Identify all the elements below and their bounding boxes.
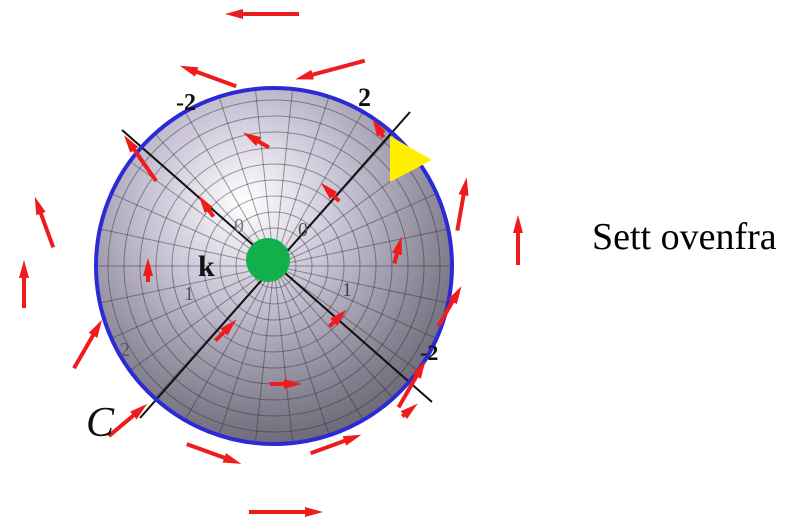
field-arrow [513,215,523,265]
grid-spoke [273,228,449,267]
inner-tick-0a: 0 [234,215,244,237]
tick-label-top-left: -2 [176,90,196,116]
field-arrow [107,403,148,438]
grid-spoke [273,265,364,421]
grid-ring [171,163,377,369]
field-arrow [436,286,462,327]
grid-spoke [273,96,330,267]
curve-label-c: C [86,400,115,446]
field-arrow [198,195,216,218]
field-arrow [455,177,469,231]
inner-tick-1b: 1 [342,279,352,301]
grid-spoke [129,265,275,372]
view-caption: Sett ovenfra [592,216,777,258]
grid-spoke [99,265,275,304]
grid-spoke [273,265,330,436]
surface-grid [96,88,452,444]
inner-tick-1a: 1 [184,283,194,305]
field-arrow [19,260,29,308]
field-arrow [179,65,237,89]
grid-ring [139,131,409,401]
field-arrow [400,403,418,419]
field-arrow [328,309,347,328]
curve-c-rim [94,86,454,446]
grid-ring [123,115,425,417]
grid-ring [107,99,441,433]
yellow-triangle-icon [390,136,432,182]
grid-spoke [273,111,364,267]
grid-spoke [273,265,437,339]
center-label-k: k [198,250,215,283]
grid-spoke [273,88,294,267]
grid-spoke [218,96,275,267]
field-arrow [243,132,270,150]
grid-ring [203,195,345,337]
field-arrow [270,379,302,389]
grid-spoke [254,88,275,267]
field-arrow [34,196,56,249]
field-arrow [143,258,153,282]
grid-spoke [184,265,275,421]
field-arrow [309,434,362,456]
field-arrow [249,507,323,517]
field-arrow [123,135,158,183]
field-arrow [213,319,237,343]
field-arrow [392,236,402,265]
inner-tick-0b: 0 [298,219,308,241]
grid-ring [187,179,361,353]
field-arrow [295,58,366,80]
grid-spoke [111,265,275,339]
grid-spoke [273,265,394,399]
grid-spoke [273,265,294,444]
field-arrow [186,442,242,464]
field-arrow [372,118,386,139]
field-arrow [225,9,299,19]
tick-label-bottom-right: -2 [420,340,438,365]
grid-spoke [273,265,449,304]
grid-spoke [273,193,437,267]
grid-spoke [254,265,275,444]
grid-ring [219,211,329,321]
green-dot-icon [246,238,290,282]
grid-spoke [99,228,275,267]
grid-ring [235,227,313,305]
field-arrow [72,319,102,370]
tick-label-bottom-left: 2 [120,339,130,361]
field-arrows [19,9,523,517]
grid-spoke [218,265,275,436]
tick-label-top-right: 2 [358,83,371,112]
field-arrow [320,182,341,203]
field-arrow [396,360,426,409]
